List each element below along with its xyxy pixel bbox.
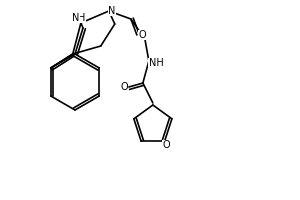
Text: O: O [120, 82, 128, 92]
Text: NH: NH [148, 58, 163, 68]
Text: N: N [108, 6, 116, 16]
Text: N: N [72, 13, 80, 23]
Text: H: H [78, 13, 85, 23]
Text: O: O [163, 140, 170, 150]
Text: O: O [138, 30, 146, 40]
